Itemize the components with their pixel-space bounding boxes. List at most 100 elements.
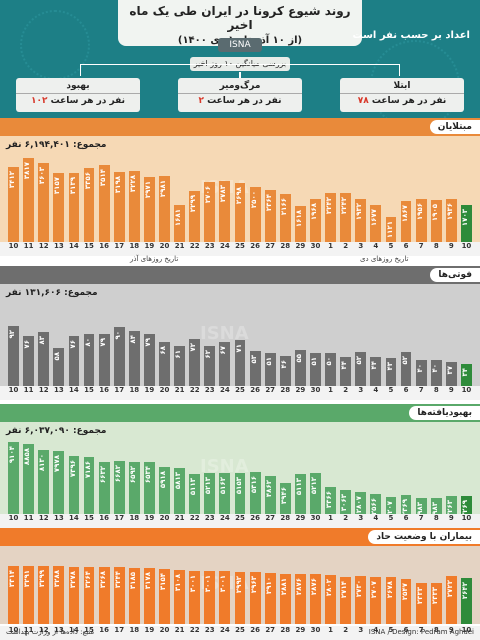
chart-bar: ۱۹۰۵	[430, 200, 442, 242]
day-tick: 6	[403, 242, 409, 250]
day-tick: 25	[235, 626, 245, 634]
day-tick: 10	[461, 242, 472, 250]
bar-value-label: ۲۳۶۴	[264, 193, 273, 212]
day-tick: 17	[114, 242, 125, 250]
chart-bar: ۷۹۷۸	[53, 450, 65, 514]
chart-bar: ۵۱۱۳	[189, 473, 201, 514]
day-tick: 9	[448, 514, 454, 522]
chart-bar: ۳۲۹۱	[23, 566, 35, 624]
day-tick: 14	[69, 626, 79, 634]
section-band-severe: بیماران با وضعیت حاد	[0, 528, 480, 546]
chart-bar: ۳۱۳۹	[68, 172, 80, 242]
day-tick: 15	[84, 386, 94, 394]
chart-bar: ۲۵۰۰	[249, 186, 261, 242]
day-tick: 13	[53, 386, 64, 394]
bar-value-label: ۵۱۱۳	[189, 477, 198, 495]
chart-bar: ۲۸۰۲	[325, 574, 336, 624]
day-tick: 30	[310, 386, 321, 394]
chart-bar: ۹۱۰۴	[8, 442, 19, 514]
bar-value-label: ۳۵۱۴	[98, 168, 107, 186]
bar-value-label: ۳۱۷۸	[143, 572, 152, 590]
day-tick: 21	[174, 242, 185, 250]
chart-bar: ۱۹۸۳	[430, 498, 442, 519]
bar-value-label: ۴۳	[385, 361, 394, 371]
chart-bar: ۱۶۱۸	[294, 206, 306, 242]
bar-value-label: ۳۹۴۶	[279, 486, 288, 504]
day-tick: 23	[204, 242, 215, 250]
chart-bar: ۵۲۱۲	[310, 472, 321, 514]
bar-value-label: ۵۱	[310, 356, 319, 366]
chart-bar: ۶۸	[159, 341, 170, 386]
day-tick: 4	[373, 514, 379, 522]
chart-bar: ۲۸۷۶	[310, 573, 321, 624]
day-tick: 3	[358, 514, 364, 522]
stat-label: ابتلا	[393, 81, 411, 91]
chart-bar: ۳۱۷۸	[143, 568, 155, 624]
day-tick: 30	[310, 242, 321, 250]
bar-value-label: ۸۸۵۸	[23, 447, 32, 466]
chart-bar: ۶۶۳۲	[98, 461, 110, 514]
bar-value-label: ۵۱۶۲	[219, 477, 228, 495]
day-tick: 8	[433, 514, 439, 522]
day-tick: 13	[53, 626, 64, 634]
bar-value-label: ۲۸۷۶	[310, 577, 319, 595]
chart-bar: ۲۹۹۲	[234, 571, 246, 624]
basis-note: اعداد بر حسب نفر است	[352, 30, 471, 41]
bar-value-label: ۳۱۳۹	[68, 176, 77, 195]
day-tick: 25	[235, 514, 245, 522]
day-tick: 1	[328, 626, 334, 634]
day-tick: 17	[114, 514, 125, 522]
day-tick: 16	[99, 514, 109, 522]
stat-deaths: مرگ‌ومیر ۲ نفر در هر ساعت	[178, 78, 302, 112]
chart-bar: ۳۲۶۴	[83, 566, 95, 624]
chart-bar: ۷۱۸۶	[83, 457, 95, 514]
chart-bar: ۳۱۰۸	[174, 569, 186, 624]
bar-value-label: ۴۶	[279, 360, 288, 369]
day-tick: 1	[328, 514, 334, 522]
bar-value-label: ۵۸	[53, 352, 62, 361]
chart-bar: ۲۲۴۲	[340, 192, 352, 242]
section-total: مجموع: ۶,۰۳۷,۰۹۰ نفر	[6, 426, 107, 436]
day-tick: 24	[220, 386, 230, 394]
bar-value-label: ۶۸	[159, 345, 168, 355]
bar-value-label: ۵۲	[400, 356, 409, 365]
bar-value-label: ۲۵۰۰	[249, 190, 258, 209]
day-tick: 18	[129, 514, 140, 522]
chart-bar: ۳۱۸۵	[128, 568, 140, 624]
day-tick: 24	[220, 626, 230, 634]
bar-value-label: ۳۲۹۹	[38, 570, 47, 588]
bar-value-label: ۳۲۷۸	[68, 570, 77, 588]
bar-value-label: ۴۰	[430, 363, 439, 373]
day-tick: 10	[461, 386, 472, 394]
chart-bar: ۱۹۸۳	[415, 498, 427, 519]
chart-bar: ۲۲۰۷	[385, 496, 397, 518]
bar-value-label: ۲۷۸۳	[219, 184, 228, 202]
stat-value: ۷۸ نفر در هر ساعت	[340, 93, 464, 106]
bar-value-label: ۷۱۸۶	[83, 461, 92, 479]
bar-value-label: ۱۹۳۲	[355, 203, 364, 221]
bar-value-label: ۹۰	[113, 331, 122, 340]
section-total: مجموع: ۶,۱۹۴,۴۰۱ نفر	[6, 140, 107, 150]
chart-bar: ۲۵۶۶	[370, 493, 382, 515]
bar-value-label: ۹۲	[8, 330, 17, 339]
bar-value-label: ۷۶	[68, 340, 77, 349]
bar-value-label: ۱۹۰۵	[430, 204, 439, 222]
day-tick: 26	[250, 386, 260, 394]
stat-label: بهبود	[66, 81, 90, 91]
chart-bar: ۳۳۱۴	[8, 566, 19, 624]
day-tick: 19	[144, 242, 155, 250]
bar-value-label: ۵۸۱۳	[174, 472, 183, 490]
bar-value-label: ۲۷۱۴	[340, 580, 349, 598]
chart-bar: ۲۹۸۱	[159, 176, 170, 242]
day-tick: 10	[8, 514, 19, 522]
bar-value-label: ۱۷۰۳	[461, 208, 470, 226]
day-tick: 30	[310, 514, 321, 522]
chart-bar: ۲۹۶۳	[249, 572, 261, 624]
day-tick: 13	[53, 242, 64, 250]
bar-value-label: ۵۱۱۳	[294, 477, 303, 495]
day-tick: 8	[433, 626, 439, 634]
chart-bar: ۶۲	[204, 345, 216, 386]
day-tick: 10	[8, 242, 19, 250]
day-tick: 20	[159, 514, 170, 522]
day-tick: 6	[403, 626, 409, 634]
